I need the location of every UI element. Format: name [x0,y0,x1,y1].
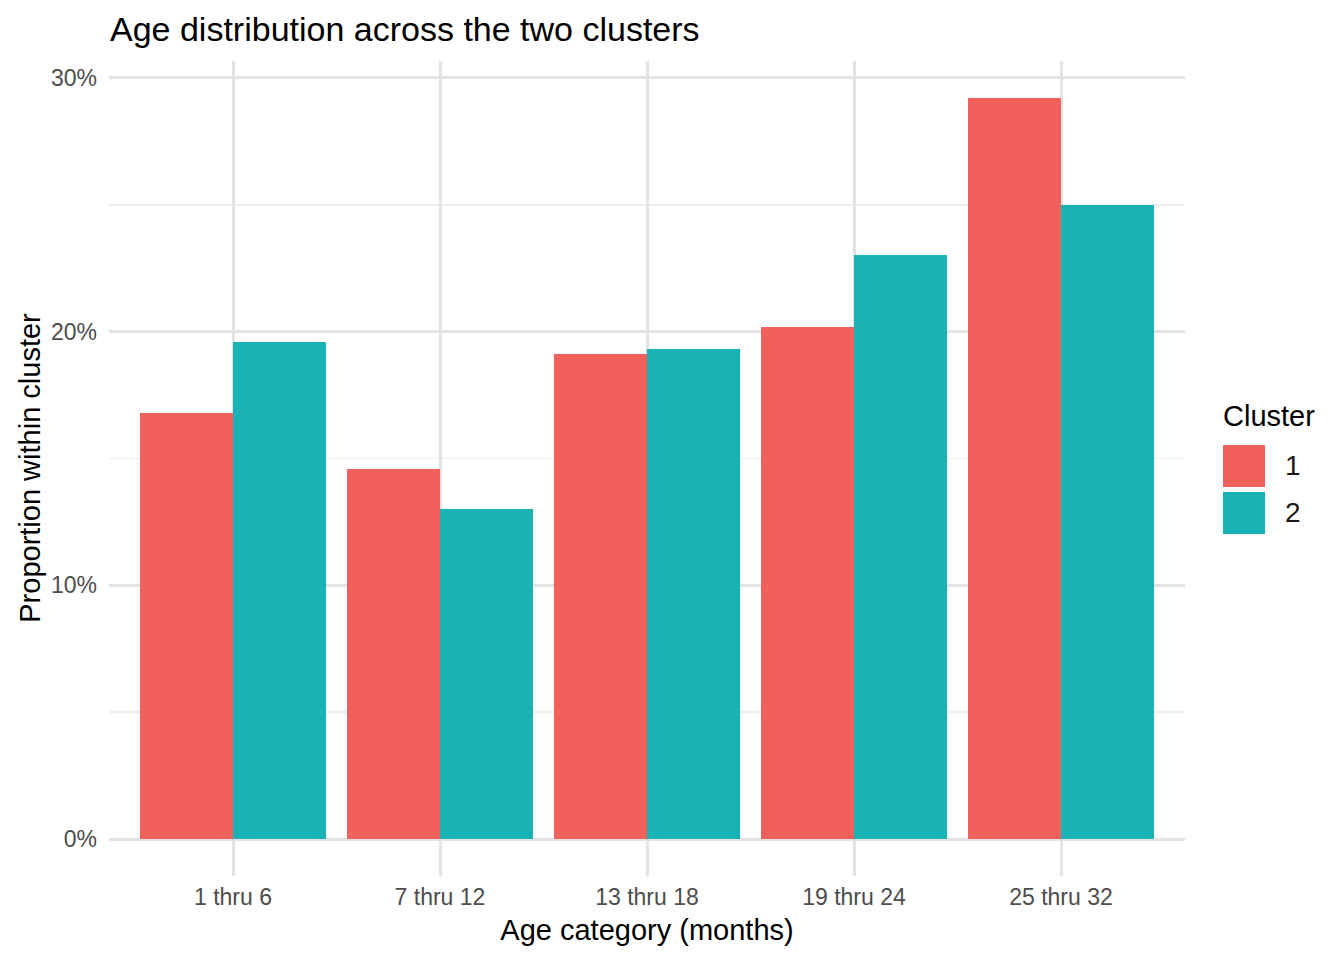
x-tick-label-19-thru-24: 19 thru 24 [754,884,954,910]
legend-label-cluster-1: 1 [1285,450,1301,482]
bar-chart-figure: Age distribution across the two clusters… [0,0,1344,960]
y-axis-title: Proportion within cluster [14,313,47,622]
bar-cluster1-13-thru-18 [554,354,647,839]
legend-label-cluster-2: 2 [1285,497,1301,529]
legend-item-cluster-2: 2 [1223,492,1315,534]
plot-panel [109,61,1185,876]
x-tick-label-1-thru-6: 1 thru 6 [133,884,333,910]
y-tick-label-30: 30% [0,66,97,90]
legend: Cluster 12 [1223,400,1315,539]
legend-items: 12 [1223,445,1315,534]
bar-cluster2-25-thru-32 [1061,205,1154,839]
legend-item-cluster-1: 1 [1223,445,1315,487]
x-tick-label-25-thru-32: 25 thru 32 [961,884,1161,910]
bar-cluster2-7-thru-12 [440,509,533,839]
bar-cluster1-25-thru-32 [968,98,1061,839]
legend-swatch-cluster-1 [1223,445,1265,487]
chart-title: Age distribution across the two clusters [110,10,700,49]
bar-cluster1-19-thru-24 [761,327,854,839]
legend-swatch-cluster-2 [1223,492,1265,534]
bar-cluster2-13-thru-18 [647,349,740,839]
x-tick-label-13-thru-18: 13 thru 18 [547,884,747,910]
bar-cluster1-1-thru-6 [140,413,233,839]
x-tick-label-7-thru-12: 7 thru 12 [340,884,540,910]
legend-title: Cluster [1223,400,1315,433]
bar-cluster1-7-thru-12 [347,469,440,839]
bar-cluster2-1-thru-6 [233,342,326,839]
bar-cluster2-19-thru-24 [854,255,947,839]
y-tick-label-0: 0% [0,827,97,851]
x-axis-title: Age category (months) [109,914,1185,947]
